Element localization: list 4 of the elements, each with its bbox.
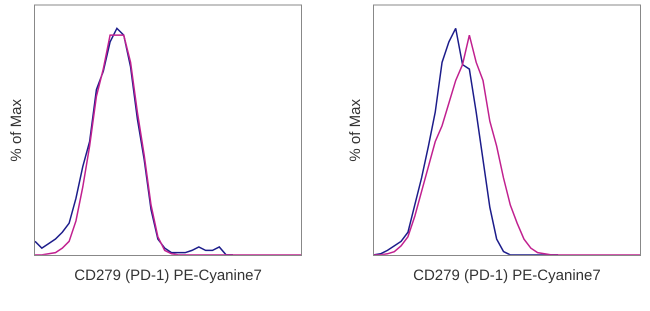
- y-axis-title: % of Max: [347, 98, 364, 162]
- y-axis-title: % of Max: [8, 98, 26, 162]
- x-axis-title: CD279 (PD-1) PE-Cyanine7: [74, 266, 262, 284]
- x-axis-title: CD279 (PD-1) PE-Cyanine7: [413, 266, 601, 284]
